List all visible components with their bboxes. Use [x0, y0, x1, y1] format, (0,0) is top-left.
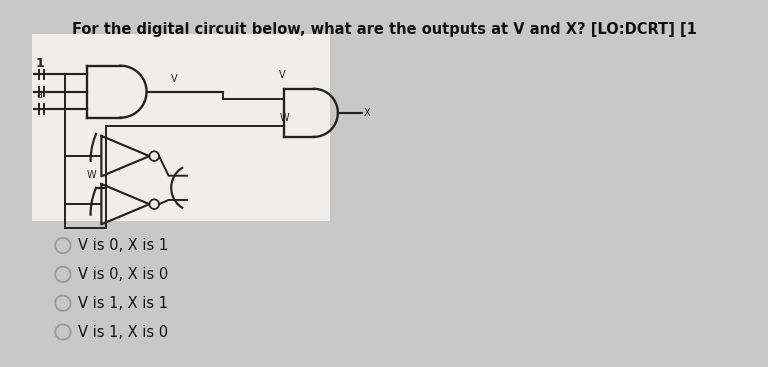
Bar — [32, 34, 330, 221]
Text: W: W — [280, 113, 289, 123]
Text: 1: 1 — [36, 57, 45, 70]
Text: V is 0, X is 0: V is 0, X is 0 — [78, 267, 168, 282]
Text: a: a — [36, 90, 42, 101]
Text: V: V — [170, 74, 177, 84]
Text: V: V — [280, 70, 286, 80]
Text: V is 1, X is 1: V is 1, X is 1 — [78, 296, 168, 311]
Text: For the digital circuit below, what are the outputs at V and X? [LO:DCRT] [1: For the digital circuit below, what are … — [71, 22, 697, 36]
Text: V is 0, X is 1: V is 0, X is 1 — [78, 238, 168, 253]
Text: X: X — [364, 108, 370, 118]
Text: W: W — [87, 170, 96, 180]
Text: V is 1, X is 0: V is 1, X is 0 — [78, 324, 168, 339]
